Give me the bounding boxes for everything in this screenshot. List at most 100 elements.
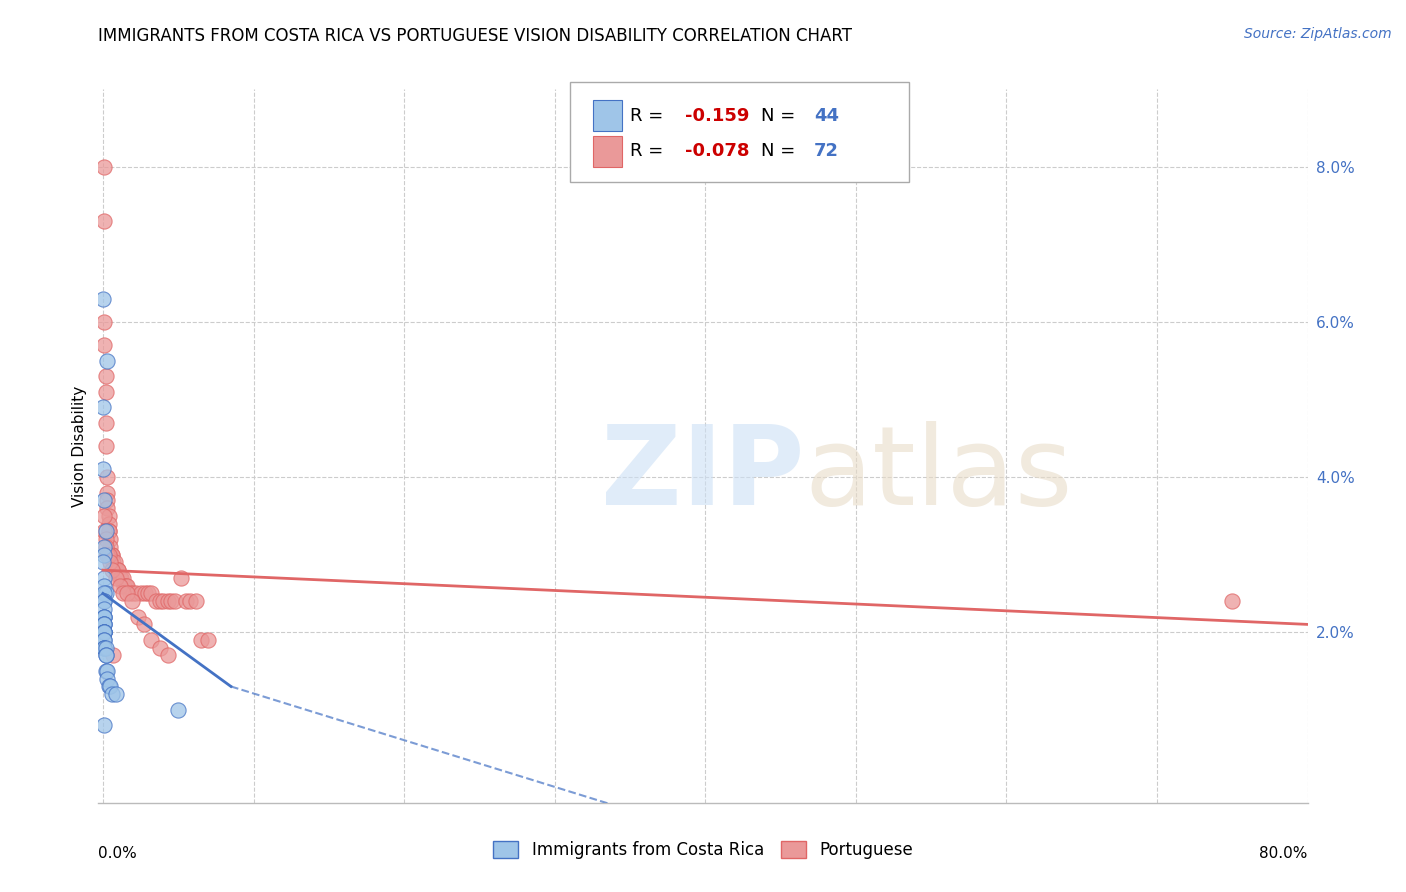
- Point: [170, 571, 193, 585]
- Point: [1220, 594, 1243, 608]
- Text: R =: R =: [630, 107, 669, 125]
- Text: 72: 72: [814, 143, 839, 161]
- Point: [139, 586, 162, 600]
- Point: [111, 586, 134, 600]
- Text: N =: N =: [761, 143, 801, 161]
- Point: [108, 571, 131, 585]
- Text: 44: 44: [814, 107, 839, 125]
- Point: [93, 214, 115, 228]
- Point: [93, 586, 115, 600]
- Point: [115, 579, 138, 593]
- Point: [93, 625, 115, 640]
- Point: [174, 594, 197, 608]
- Y-axis label: Vision Disability: Vision Disability: [72, 385, 87, 507]
- Point: [125, 586, 148, 600]
- Point: [108, 579, 131, 593]
- Point: [101, 687, 124, 701]
- Point: [93, 625, 115, 640]
- Point: [96, 493, 118, 508]
- Point: [93, 609, 115, 624]
- Point: [96, 485, 118, 500]
- Point: [179, 594, 201, 608]
- Point: [103, 648, 125, 663]
- Text: 0.0%: 0.0%: [98, 846, 138, 861]
- Point: [122, 586, 145, 600]
- Point: [93, 617, 115, 632]
- Point: [96, 470, 118, 484]
- Point: [91, 292, 114, 306]
- Point: [100, 555, 122, 569]
- Point: [159, 594, 181, 608]
- Point: [139, 632, 162, 647]
- Point: [93, 625, 115, 640]
- Point: [134, 586, 156, 600]
- Point: [93, 609, 115, 624]
- Point: [97, 508, 120, 523]
- Point: [105, 571, 128, 585]
- Point: [104, 555, 127, 569]
- Text: N =: N =: [761, 107, 801, 125]
- Point: [96, 548, 118, 562]
- Point: [197, 632, 219, 647]
- Point: [97, 548, 120, 562]
- Point: [96, 664, 118, 678]
- FancyBboxPatch shape: [569, 82, 908, 182]
- Point: [97, 680, 120, 694]
- Point: [110, 571, 132, 585]
- Point: [93, 625, 115, 640]
- Point: [112, 579, 135, 593]
- Point: [114, 579, 136, 593]
- Point: [93, 579, 115, 593]
- Point: [91, 555, 114, 569]
- Text: R =: R =: [630, 143, 669, 161]
- Point: [149, 640, 172, 655]
- Point: [107, 563, 129, 577]
- Point: [96, 548, 118, 562]
- Text: 80.0%: 80.0%: [1260, 846, 1308, 861]
- Point: [91, 401, 114, 415]
- Point: [93, 617, 115, 632]
- Point: [94, 439, 117, 453]
- Text: Source: ZipAtlas.com: Source: ZipAtlas.com: [1244, 27, 1392, 41]
- Point: [93, 632, 115, 647]
- Point: [145, 594, 167, 608]
- Point: [129, 586, 152, 600]
- Point: [111, 571, 134, 585]
- Point: [94, 384, 117, 399]
- Point: [94, 586, 117, 600]
- Point: [190, 632, 212, 647]
- Point: [156, 648, 179, 663]
- Point: [100, 680, 122, 694]
- Point: [167, 703, 190, 717]
- Point: [101, 563, 124, 577]
- Point: [93, 602, 115, 616]
- Point: [93, 338, 115, 352]
- Point: [93, 548, 115, 562]
- Point: [96, 501, 118, 516]
- Point: [97, 524, 120, 539]
- Point: [93, 160, 115, 174]
- Point: [101, 548, 124, 562]
- FancyBboxPatch shape: [593, 136, 621, 167]
- Point: [93, 625, 115, 640]
- Text: -0.078: -0.078: [685, 143, 749, 161]
- Point: [93, 632, 115, 647]
- Point: [93, 718, 115, 732]
- Text: IMMIGRANTS FROM COSTA RICA VS PORTUGUESE VISION DISABILITY CORRELATION CHART: IMMIGRANTS FROM COSTA RICA VS PORTUGUESE…: [98, 27, 852, 45]
- Legend: Immigrants from Costa Rica, Portuguese: Immigrants from Costa Rica, Portuguese: [486, 834, 920, 866]
- Point: [96, 353, 118, 368]
- Point: [93, 540, 115, 554]
- Point: [100, 532, 122, 546]
- Point: [93, 640, 115, 655]
- Point: [94, 369, 117, 384]
- Point: [93, 594, 115, 608]
- Point: [93, 524, 115, 539]
- Point: [103, 555, 125, 569]
- Point: [94, 540, 117, 554]
- Point: [127, 609, 149, 624]
- Point: [100, 540, 122, 554]
- Point: [105, 687, 128, 701]
- Point: [149, 594, 172, 608]
- Point: [93, 594, 115, 608]
- Point: [96, 672, 118, 686]
